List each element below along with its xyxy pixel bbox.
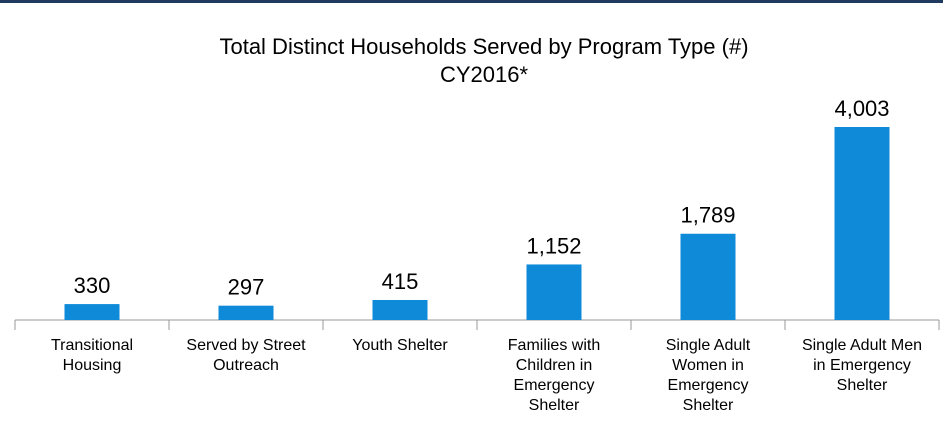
x-tick-label: Single Adult Men in Emergency Shelter [801, 337, 923, 394]
bar [680, 233, 736, 320]
x-tick-label: Served by Street Outreach [186, 337, 306, 374]
bar [526, 264, 582, 320]
value-label: 1,789 [680, 203, 735, 228]
value-label: 415 [382, 269, 419, 294]
bar [372, 299, 428, 320]
bar [218, 305, 274, 320]
x-tick-label: Single Adult Women in Emergency Shelter [665, 337, 751, 414]
x-tick-label: Families with Children in Emergency Shel… [507, 337, 601, 414]
value-label: 297 [228, 274, 265, 299]
chart-title: Total Distinct Households Served by Prog… [219, 34, 748, 59]
top-border [0, 0, 943, 3]
x-tick-label: Transitional Housing [50, 337, 134, 374]
value-label: 4,003 [834, 96, 889, 121]
value-label: 330 [74, 273, 111, 298]
bar [64, 304, 120, 320]
value-label: 1,152 [526, 233, 581, 258]
x-tick-label: Youth Shelter [352, 337, 448, 354]
chart-subtitle: CY2016* [440, 62, 529, 87]
bar [834, 127, 890, 320]
